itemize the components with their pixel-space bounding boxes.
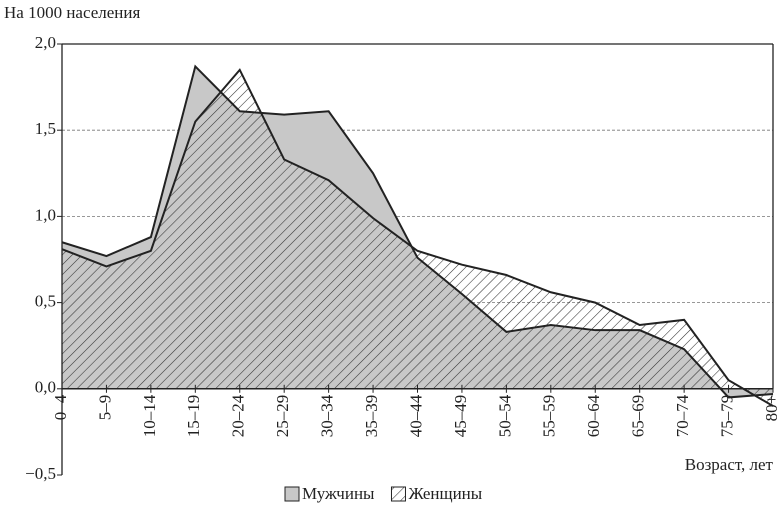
y-tick-label: 1,0 [35, 205, 56, 224]
x-tick-label: 35–39 [362, 395, 381, 438]
x-tick-label: 50–54 [495, 394, 514, 437]
legend-swatch [284, 486, 300, 502]
x-tick-label: 25–29 [273, 395, 292, 438]
x-tick-label: 20–24 [229, 394, 248, 437]
x-tick-label: 40–44 [406, 394, 425, 437]
series-line [61, 68, 774, 407]
area [62, 69, 773, 407]
x-tick-label: 5–9 [95, 395, 114, 421]
y-axis-title: На 1000 населения [4, 3, 140, 22]
x-tick-label: 70–74 [673, 394, 692, 437]
x-axis-title: Возраст, лет [685, 455, 774, 474]
legend-swatch [390, 486, 406, 502]
x-tick-label: 45–49 [451, 395, 470, 438]
x-tick-label: 60–64 [584, 394, 603, 437]
series-line [61, 64, 774, 399]
y-tick-label: 0,0 [35, 378, 56, 397]
x-tick-label: 30–34 [318, 394, 337, 437]
legend-label: Женщины [408, 484, 482, 503]
x-tick-label: 10–14 [140, 394, 159, 437]
y-tick-label: 0,5 [35, 292, 56, 311]
y-tick-label: 1,5 [35, 119, 56, 138]
x-tick-label: 0–4 [51, 394, 70, 420]
x-tick-label: 65–69 [629, 395, 648, 438]
legend-label: Мужчины [302, 484, 375, 503]
x-tick-label: 15–19 [184, 395, 203, 438]
x-tick-label: 55–59 [540, 395, 559, 438]
y-tick-label: −0,5 [25, 464, 56, 483]
x-tick-label: 80+ [762, 395, 781, 422]
y-tick-label: 2,0 [35, 33, 56, 52]
x-tick-label: 75–79 [717, 395, 736, 438]
